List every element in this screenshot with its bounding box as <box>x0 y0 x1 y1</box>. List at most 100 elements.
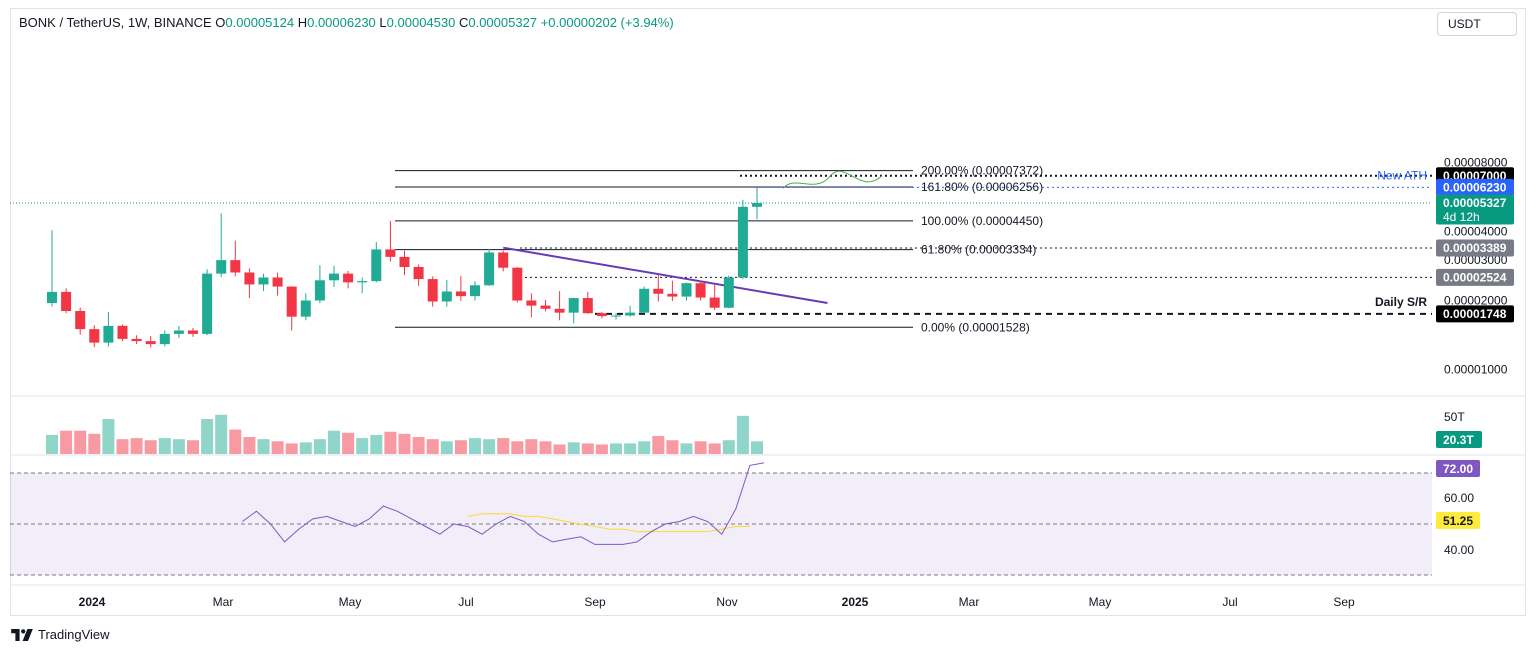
candle-body <box>723 277 734 308</box>
price-level-badge-text: 0.00002524 <box>1443 270 1507 284</box>
currency-button[interactable]: USDT <box>1437 12 1517 36</box>
price-axis-tick: 0.00008000 <box>1444 156 1508 170</box>
candle-body <box>131 338 142 342</box>
volume-bar <box>525 439 538 454</box>
tradingview-logo-icon <box>11 628 33 641</box>
volume-badge-text: 20.3T <box>1443 433 1474 447</box>
candle-body <box>752 202 762 207</box>
candle-body <box>441 291 452 302</box>
descending-trendline <box>503 246 828 305</box>
price-axis-tick: 0.00002000 <box>1444 294 1508 308</box>
time-axis-tick: Mar <box>213 595 234 609</box>
candle-body <box>484 252 495 286</box>
open-label: O <box>215 15 226 30</box>
candle-body <box>653 288 664 294</box>
candle-body <box>230 260 241 273</box>
volume-bar <box>666 440 679 454</box>
candle-body <box>681 283 692 297</box>
volume-badge <box>1436 431 1482 448</box>
candle-body <box>596 313 607 317</box>
candle-body <box>385 249 396 257</box>
candle-body <box>540 305 551 309</box>
volume-bar <box>398 433 411 454</box>
price-level-badge <box>1436 305 1514 323</box>
volume-bar <box>130 438 143 454</box>
low-value: 0.00004530 <box>386 15 456 30</box>
symbol-title[interactable]: BONK / TetherUS, 1W, BINANCE <box>19 15 212 30</box>
volume-bar <box>454 440 467 454</box>
volume-bar <box>74 430 87 454</box>
countdown-text: 4d 12h <box>1443 210 1480 224</box>
volume-bar <box>285 443 298 454</box>
time-axis-tick: Jul <box>458 595 473 609</box>
volume-bar <box>271 441 284 454</box>
chart-frame <box>10 8 1526 616</box>
high-label: H <box>297 15 308 30</box>
candle-body <box>75 310 86 330</box>
price-level-badge <box>1436 194 1514 225</box>
volume-bar <box>539 441 552 454</box>
candle-body <box>399 256 410 268</box>
tradingview-footer[interactable]: TradingView <box>11 627 110 642</box>
volume-bar <box>370 434 383 454</box>
candle-body <box>314 280 325 301</box>
price-level-badge <box>1436 268 1514 286</box>
candle-body <box>286 286 297 317</box>
close-value: 0.00005327 <box>468 15 538 30</box>
volume-bar <box>229 429 242 454</box>
rsi-ma-badge-text: 51.25 <box>1443 514 1473 528</box>
price-level-badge-text: 0.00005327 <box>1443 196 1507 210</box>
low-label: L <box>379 15 387 30</box>
volume-bar <box>328 430 340 454</box>
candle-body <box>47 291 57 304</box>
candle-body <box>61 291 72 311</box>
volume-bar <box>483 439 496 454</box>
candle-body <box>357 281 368 283</box>
volume-bar <box>581 443 594 454</box>
volume-bar <box>215 414 228 454</box>
rsi-axis-tick: 60.00 <box>1444 491 1474 505</box>
volume-bar <box>553 444 566 454</box>
symbol-header: BONK / TetherUS, 1W, BINANCE O0.00005124… <box>19 15 674 30</box>
candle-body <box>159 333 170 345</box>
volume-bar <box>158 438 171 454</box>
candle-body <box>498 252 509 268</box>
volume-bar <box>624 443 637 454</box>
candle-body <box>300 300 311 317</box>
change-value: +0.00000202 (+3.94%) <box>540 15 674 30</box>
volume-axis-label: 50T <box>1444 410 1465 424</box>
candle-body <box>216 260 227 274</box>
volume-bar <box>736 415 749 454</box>
volume-bar <box>201 419 214 454</box>
open-value: 0.00005124 <box>225 15 295 30</box>
fib-level-label: 61.80% (0.00003334) <box>921 243 1036 257</box>
volume-bar <box>722 440 735 454</box>
candle-body <box>117 325 128 339</box>
candle-body <box>526 300 537 306</box>
price-level-note: New ATH <box>1377 168 1427 182</box>
close-label: C <box>458 15 469 30</box>
candle-body <box>455 291 466 297</box>
candle-body <box>582 298 593 314</box>
time-axis-tick: May <box>1089 595 1112 609</box>
volume-bar <box>497 438 510 454</box>
time-axis-tick: Sep <box>1333 595 1355 609</box>
rsi-badge <box>1436 460 1480 477</box>
volume-bar <box>469 438 481 454</box>
volume-bar <box>144 440 157 454</box>
volume-bar <box>88 433 101 454</box>
candle-body <box>413 267 424 280</box>
volume-bar <box>116 439 129 454</box>
candle-body <box>639 288 650 313</box>
volume-bar <box>440 441 453 454</box>
volume-bar <box>187 440 199 454</box>
time-axis-tick: May <box>339 595 362 609</box>
tradingview-brand: TradingView <box>38 627 110 642</box>
volume-bar <box>384 431 397 454</box>
volume-bar <box>243 437 256 454</box>
volume-bar <box>313 439 326 454</box>
candle-body <box>611 315 621 317</box>
price-level-note: Daily S/R <box>1375 295 1427 309</box>
candle-body <box>202 273 213 334</box>
